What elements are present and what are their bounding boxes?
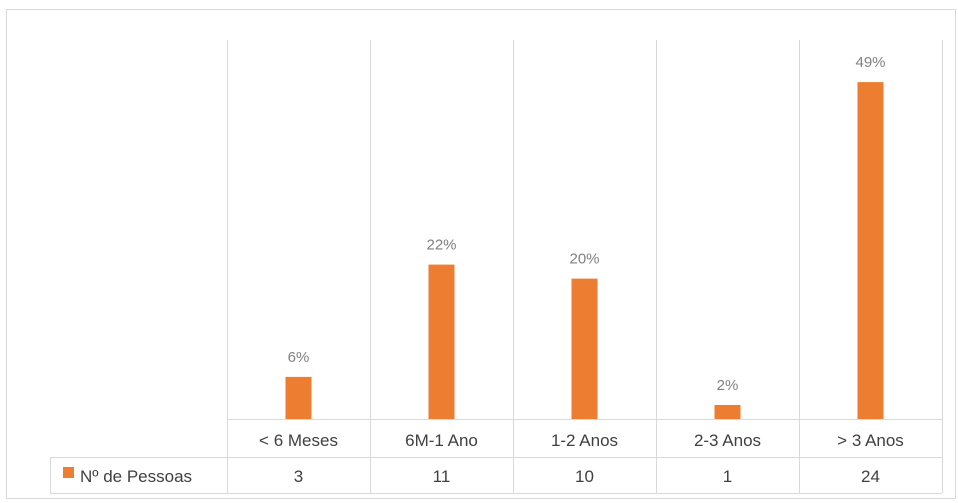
bar-3 <box>714 404 741 419</box>
category-label-1: 6M-1 Ano <box>405 431 478 450</box>
category-label-3: 2-3 Anos <box>694 431 761 450</box>
data-label-4: 49% <box>855 54 885 71</box>
bar-0 <box>285 376 312 419</box>
table-value-2: 10 <box>575 467 594 486</box>
category-label-4: > 3 Anos <box>837 431 904 450</box>
bar-2 <box>571 278 598 419</box>
chart-frame <box>6 9 956 499</box>
table-value-1: 11 <box>433 467 451 486</box>
bar-1 <box>428 264 455 419</box>
bar-4 <box>857 82 884 419</box>
data-label-3: 2% <box>717 377 739 394</box>
table-value-3: 1 <box>723 467 732 486</box>
data-label-2: 20% <box>569 251 599 268</box>
category-label-0: < 6 Meses <box>259 431 338 450</box>
legend-swatch <box>63 467 74 478</box>
table-value-0: 3 <box>294 467 303 486</box>
table-value-4: 24 <box>861 467 880 486</box>
category-label-2: 1-2 Anos <box>551 431 618 450</box>
data-label-0: 6% <box>288 349 310 366</box>
legend-series-name: Nº de Pessoas <box>80 467 192 486</box>
data-label-1: 22% <box>426 237 456 254</box>
